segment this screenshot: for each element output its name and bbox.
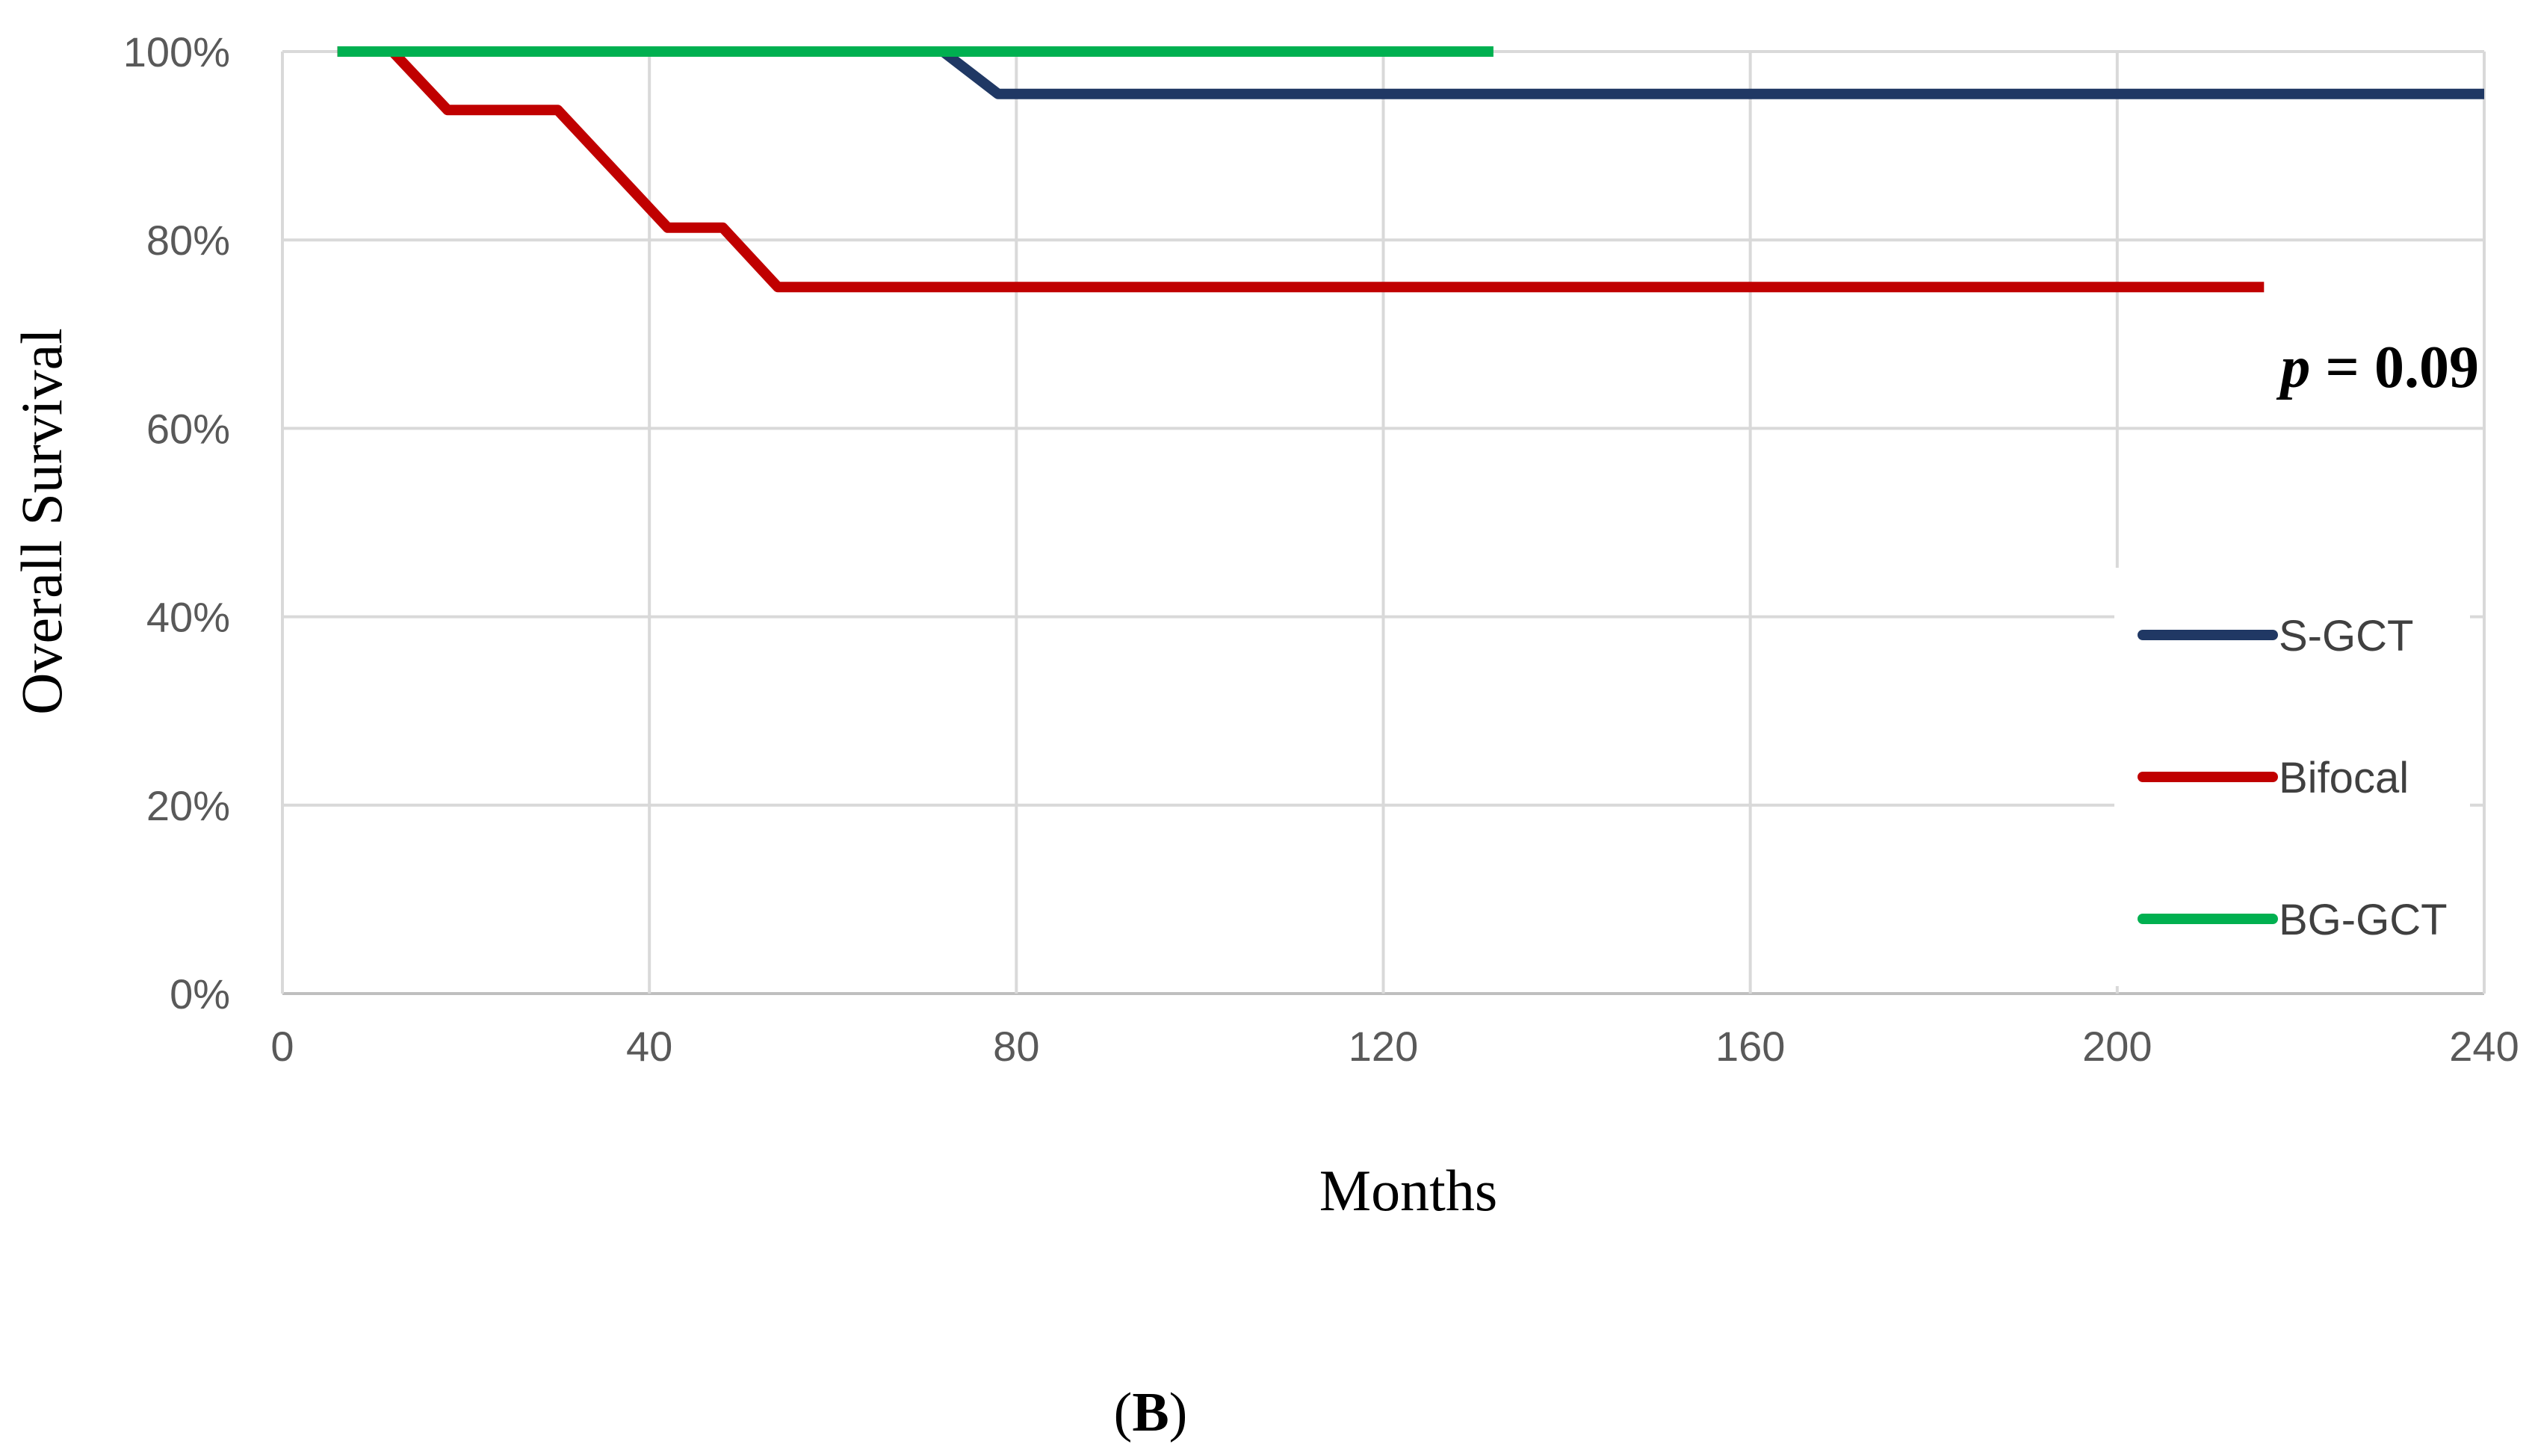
legend-label-bg-gct: BG-GCT xyxy=(2279,896,2448,944)
series-line-bifocal xyxy=(337,46,2265,293)
y-tick-labels: 0% 20% 40% 60% 80% 100% xyxy=(123,28,230,1017)
y-axis-title: Overall Survival xyxy=(9,328,74,715)
legend-label-bifocal: Bifocal xyxy=(2279,754,2409,802)
p-value-annotation: p = 0.09 xyxy=(2276,335,2479,400)
x-tick-label: 80 xyxy=(993,1023,1039,1070)
x-tick-label: 240 xyxy=(2449,1023,2519,1070)
y-tick-label: 80% xyxy=(146,217,230,264)
x-tick-label: 160 xyxy=(1715,1023,1785,1070)
y-tick-label: 100% xyxy=(123,28,230,75)
legend-label-s-gct: S-GCT xyxy=(2279,612,2413,660)
series-line-s-gct xyxy=(337,46,2484,99)
x-tick-label: 120 xyxy=(1349,1023,1418,1070)
panel-label: (B) xyxy=(1114,1382,1188,1443)
x-tick-labels: 0 40 80 120 160 200 240 xyxy=(270,1023,2519,1070)
y-tick-label: 40% xyxy=(146,594,230,641)
x-tick-label: 40 xyxy=(626,1023,672,1070)
y-tick-label: 0% xyxy=(170,970,230,1017)
x-tick-label: 200 xyxy=(2082,1023,2152,1070)
x-tick-label: 0 xyxy=(270,1023,294,1070)
legend: S-GCT Bifocal BG-GCT xyxy=(2138,612,2448,944)
x-axis-title: Months xyxy=(1319,1158,1497,1223)
y-tick-label: 60% xyxy=(146,405,230,452)
series-lines xyxy=(337,46,2484,293)
y-tick-label: 20% xyxy=(146,782,230,829)
